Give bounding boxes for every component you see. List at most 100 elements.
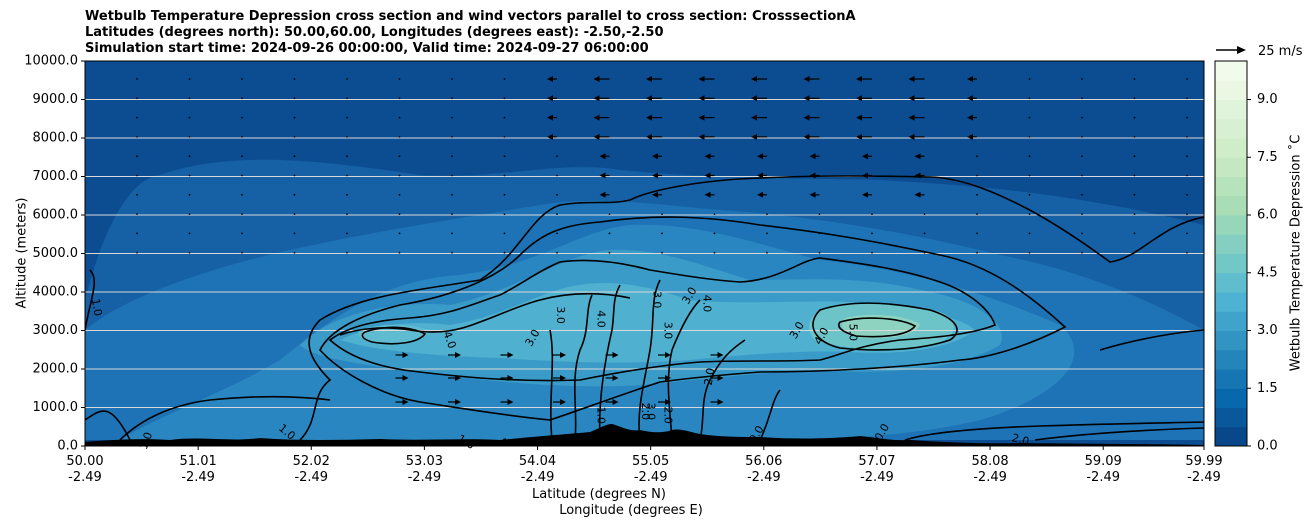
wind-vector-dot [398, 174, 401, 177]
contour-line-surface [904, 329, 1204, 441]
wind-vector-dot [1028, 174, 1031, 177]
wind-vector-dot [608, 251, 611, 254]
wind-vector-head [652, 191, 658, 198]
wind-vector-dot [346, 213, 348, 216]
wind-vector-head [455, 399, 461, 405]
wind-vector-dot [136, 193, 138, 196]
wind-vector-dot [1028, 136, 1031, 138]
wind-vector-dot [976, 193, 978, 196]
wind-vector-dot [451, 155, 453, 158]
x-tick-label-lon: -2.49 [860, 470, 894, 485]
wind-vector-head [698, 114, 705, 121]
wind-vector-dot [923, 232, 926, 235]
y-tick-label: 5000.0 [33, 246, 79, 261]
x-axis-ticks: 50.00-2.4951.01-2.4952.02-2.4953.03-2.49… [66, 446, 1223, 485]
wind-vector-dot [136, 97, 138, 100]
wind-vector-head [560, 352, 566, 358]
colorbar-tick-label: 9.0 [1257, 92, 1278, 107]
x-tick-label-lat: 59.99 [1185, 454, 1222, 469]
title-line-3: Simulation start time: 2024-09-26 00:00:… [85, 41, 649, 56]
wind-vector-dot [136, 155, 138, 158]
wind-vector-head [547, 95, 553, 102]
x-tick-label-lat: 55.05 [632, 454, 669, 469]
wind-vector-head [704, 153, 711, 160]
wind-vector-dot [1081, 116, 1083, 119]
wind-vector-dot [1081, 232, 1083, 235]
contour-line-outer [85, 175, 1204, 441]
y-tick-label: 4000.0 [33, 285, 79, 300]
wind-vector-dot [1133, 136, 1136, 138]
colorbar-band [1215, 80, 1247, 100]
wind-vector-dot [1028, 213, 1031, 216]
wind-vector-head [507, 399, 514, 405]
wind-vector-dot [1133, 155, 1136, 158]
x-tick-label-lat: 56.06 [745, 454, 782, 469]
wind-vector-dot [136, 116, 138, 119]
contour-label: 1.0 [89, 298, 105, 317]
contour-label: 3.0 [554, 306, 567, 324]
wind-vector-head [560, 375, 566, 381]
wind-vector-head [652, 153, 658, 160]
wind-vector-dot [241, 155, 243, 158]
wind-vector-dot [241, 97, 243, 100]
colorbar-band [1215, 61, 1247, 81]
wind-vector-dot [503, 213, 506, 216]
x-tick-label-lat: 57.07 [858, 454, 895, 469]
contour-label: 4.0 [594, 310, 607, 328]
title-line-1: Wetbulb Temperature Depression cross sec… [85, 9, 856, 24]
y-tick-label: 2000.0 [33, 362, 79, 377]
wind-vector-dot [1186, 213, 1188, 216]
y-tick-label: 1000.0 [33, 400, 79, 415]
wind-vector-dot [766, 213, 768, 216]
wind-vector-head [455, 375, 461, 381]
y-axis-ticks: 0.0 1000.0 2000.0 3000.0 4000.0 5000.0 6000.0 7… [24, 54, 85, 454]
colorbar-tick-label: 6.0 [1257, 208, 1278, 223]
wind-vector-dot [871, 213, 873, 216]
wind-vector-dot [398, 251, 401, 254]
wind-vector-head [967, 76, 973, 82]
wind-vector-head [717, 375, 724, 381]
contour-lines [85, 175, 1204, 441]
wind-vector-head [455, 352, 461, 358]
wind-vector-dot [1133, 97, 1136, 100]
colorbar-band [1215, 176, 1247, 197]
wind-vector-dot [188, 251, 191, 254]
wind-vector-dot [1081, 213, 1083, 216]
contour-label: 2.0 [1010, 431, 1030, 448]
wind-vector-head [908, 76, 915, 82]
wind-vector-dot [1133, 193, 1136, 196]
wind-vector-dot [188, 116, 191, 119]
quiver-key: 25 m/s [1216, 44, 1303, 59]
wind-vector-dot [608, 232, 611, 235]
contour-band-5 [340, 282, 975, 363]
wind-vector-head [757, 172, 763, 179]
wind-vector-head [862, 172, 868, 179]
contour-label: 3.0 [645, 403, 658, 421]
wind-vector-head [612, 352, 619, 358]
wind-vector-dot [1186, 116, 1188, 119]
wind-vector-dot [136, 213, 138, 216]
wind-vector-dot [293, 251, 296, 254]
wind-vector-dot [661, 213, 663, 216]
colorbar-tick-label: 3.0 [1257, 323, 1278, 338]
wind-vector-dot [188, 232, 191, 235]
wind-vector-head [809, 153, 816, 160]
wind-vector-head [665, 399, 671, 405]
contour-label: 2.0 [702, 367, 718, 386]
wind-vector-dot [503, 116, 506, 119]
wind-vector-dot [241, 78, 243, 80]
wind-vector-head [803, 95, 810, 102]
wind-vector-head [402, 375, 409, 381]
wind-vector-head [593, 76, 600, 82]
wind-vector-head [507, 352, 514, 358]
wind-vector-dot [293, 174, 296, 177]
wind-vector-dot [1186, 174, 1188, 177]
wind-vector-head [967, 114, 973, 121]
wind-vector-dot [241, 136, 243, 138]
wind-vector-dot [188, 155, 191, 158]
y-tick-label: 9000.0 [33, 92, 79, 107]
wind-vector-dot [976, 155, 978, 158]
wind-vector-dot [451, 78, 453, 80]
contour-label: 1.0 [502, 437, 520, 450]
wind-vector-head [665, 352, 671, 358]
